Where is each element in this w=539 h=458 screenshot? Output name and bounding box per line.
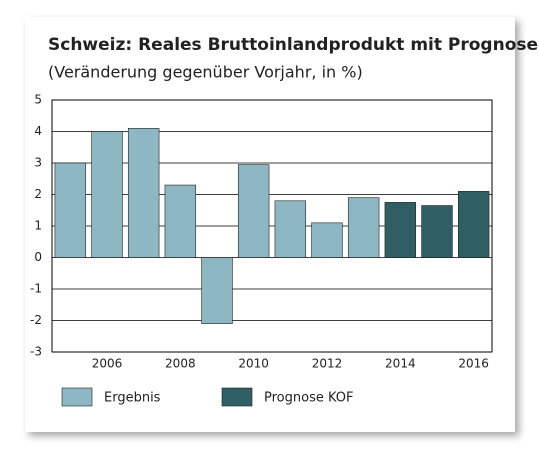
y-tick-label: 3 [34, 156, 42, 170]
bar [384, 202, 417, 258]
y-tick-label: 0 [34, 250, 42, 264]
legend-label: Ergebnis [104, 391, 161, 406]
y-tick-label: -2 [30, 313, 42, 327]
bar [91, 131, 123, 258]
x-tick-label: 2016 [458, 357, 489, 371]
x-tick-label: 2008 [165, 357, 196, 371]
chart-title: Schweiz: Reales Bruttoinlandprodukt mit … [48, 35, 538, 55]
y-tick-label: 1 [34, 219, 42, 233]
bar [421, 205, 453, 258]
y-tick-label: -3 [30, 345, 42, 359]
bar [347, 197, 380, 258]
y-tick-label: 5 [34, 93, 42, 107]
x-tick-label: 2010 [238, 357, 269, 371]
x-tick-label: 2014 [385, 357, 416, 371]
y-tick-label: -1 [30, 282, 42, 296]
bar [274, 200, 307, 258]
bar [54, 162, 87, 258]
legend-swatch [221, 387, 253, 407]
bar [311, 222, 343, 258]
bar [201, 257, 233, 324]
y-tick-label: 2 [34, 187, 42, 201]
legend-swatch [61, 387, 93, 407]
x-tick-label: 2012 [312, 357, 343, 371]
plot-frame [51, 99, 493, 353]
legend-label: Prognose KOF [264, 391, 354, 406]
bar [164, 184, 197, 258]
bar [457, 191, 490, 258]
y-tick-label: 4 [34, 124, 42, 138]
x-tick-label: 2006 [92, 357, 123, 371]
bar [237, 164, 270, 258]
bar [127, 128, 160, 258]
chart-subtitle: (Veränderung gegenüber Vorjahr, in %) [48, 63, 363, 82]
